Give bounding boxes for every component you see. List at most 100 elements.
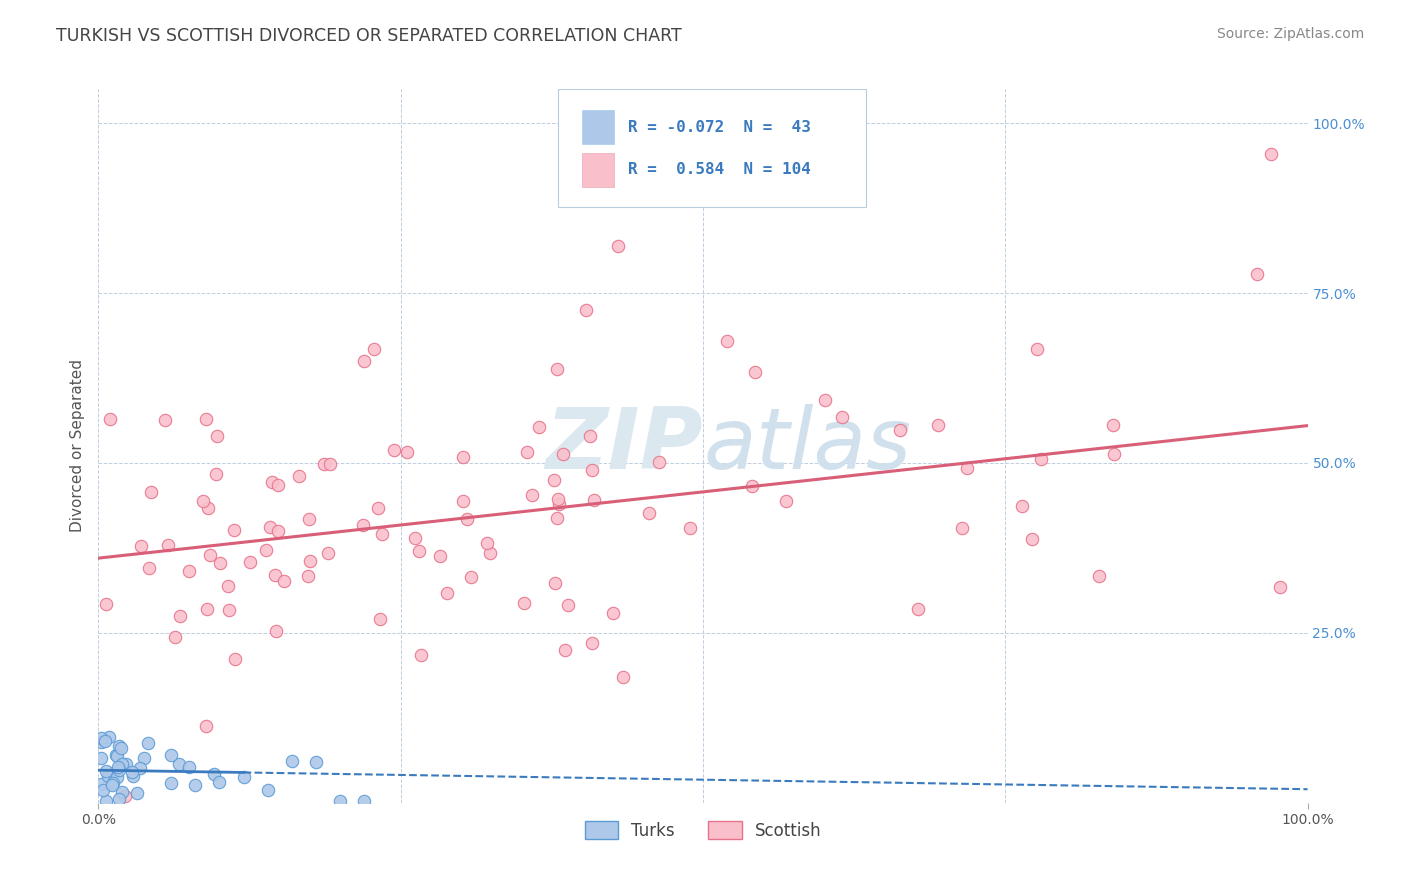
Point xyxy=(165,630,187,644)
Point xyxy=(554,643,576,657)
Point xyxy=(195,718,218,732)
Text: Source: ZipAtlas.com: Source: ZipAtlas.com xyxy=(1216,27,1364,41)
Point xyxy=(314,457,336,471)
Legend: Turks, Scottish: Turks, Scottish xyxy=(576,814,830,848)
Point xyxy=(741,479,763,493)
Point xyxy=(298,512,321,526)
Point xyxy=(1088,569,1111,583)
Point xyxy=(91,783,114,797)
Point xyxy=(775,494,797,508)
Point xyxy=(316,546,339,560)
Point xyxy=(98,411,121,425)
Point xyxy=(368,612,391,626)
Point xyxy=(950,521,973,535)
Point xyxy=(129,539,152,553)
Point xyxy=(408,543,430,558)
Point xyxy=(107,770,129,784)
Point xyxy=(479,546,502,560)
Point xyxy=(264,567,287,582)
Point xyxy=(197,501,219,516)
Point xyxy=(814,393,837,408)
Point xyxy=(273,574,295,589)
Point xyxy=(456,511,478,525)
Point xyxy=(90,731,112,745)
Point xyxy=(527,420,550,434)
Point xyxy=(94,794,117,808)
Point xyxy=(139,484,162,499)
Point xyxy=(453,494,475,508)
Point xyxy=(889,423,911,437)
Point xyxy=(179,564,201,578)
Point xyxy=(177,760,200,774)
Point xyxy=(108,791,131,805)
Point xyxy=(108,763,131,777)
Point xyxy=(129,761,152,775)
Point xyxy=(217,579,239,593)
FancyBboxPatch shape xyxy=(582,153,613,187)
Point xyxy=(716,334,738,348)
Point xyxy=(353,354,375,368)
Point xyxy=(546,361,568,376)
Point xyxy=(208,774,231,789)
Point xyxy=(679,521,702,535)
Point xyxy=(267,524,290,538)
Point xyxy=(1101,417,1123,432)
Point xyxy=(195,602,218,616)
Point xyxy=(156,538,179,552)
Point xyxy=(1031,452,1053,467)
Point xyxy=(582,492,605,507)
Point xyxy=(184,779,207,793)
Point xyxy=(512,596,534,610)
Point xyxy=(602,606,624,620)
Point xyxy=(477,535,499,549)
Point xyxy=(436,586,458,600)
Point xyxy=(101,766,124,780)
Point xyxy=(111,756,134,771)
Text: atlas: atlas xyxy=(703,404,911,488)
Point xyxy=(612,670,634,684)
Point xyxy=(259,520,281,534)
Point xyxy=(352,518,374,533)
Point xyxy=(557,599,579,613)
Point xyxy=(927,418,949,433)
Point xyxy=(264,624,287,638)
Point xyxy=(134,750,156,764)
Point xyxy=(1260,146,1282,161)
Point xyxy=(121,765,143,780)
Point xyxy=(94,733,117,747)
Point xyxy=(198,549,221,563)
Point xyxy=(298,554,321,568)
Point xyxy=(127,786,149,800)
Point xyxy=(207,429,229,443)
Point xyxy=(297,569,319,583)
Point xyxy=(155,412,177,426)
Point xyxy=(105,748,128,763)
Point xyxy=(96,764,118,778)
Point xyxy=(169,609,191,624)
Point xyxy=(101,778,124,792)
Point xyxy=(305,755,328,769)
FancyBboxPatch shape xyxy=(558,89,866,207)
Point xyxy=(193,493,215,508)
Point xyxy=(638,507,661,521)
Point xyxy=(94,598,117,612)
Point xyxy=(267,477,290,491)
Text: ZIP: ZIP xyxy=(546,404,703,488)
Point xyxy=(411,648,433,663)
Point xyxy=(551,447,574,461)
Point xyxy=(516,445,538,459)
Point xyxy=(429,549,451,563)
Point xyxy=(97,769,120,783)
Point xyxy=(547,491,569,506)
Point xyxy=(404,531,426,545)
Point xyxy=(396,445,419,459)
Point xyxy=(138,561,160,575)
Text: TURKISH VS SCOTTISH DIVORCED OR SEPARATED CORRELATION CHART: TURKISH VS SCOTTISH DIVORCED OR SEPARATE… xyxy=(56,27,682,45)
Point xyxy=(111,785,134,799)
Point xyxy=(581,636,603,650)
Point xyxy=(121,769,143,783)
Point xyxy=(218,603,240,617)
Point xyxy=(288,469,311,483)
Point xyxy=(104,748,127,763)
Point xyxy=(581,463,603,477)
